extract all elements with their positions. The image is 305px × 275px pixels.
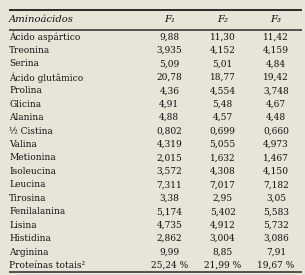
Text: Isoleucina: Isoleucina [9,167,56,176]
Text: 3,935: 3,935 [156,46,182,55]
Text: 5,48: 5,48 [213,100,233,109]
Text: Ácido aspártico: Ácido aspártico [9,32,81,42]
Text: 4,150: 4,150 [263,167,289,176]
Text: 9,99: 9,99 [159,248,179,257]
Text: 21,99 %: 21,99 % [204,261,241,270]
Text: 1,467: 1,467 [263,153,289,163]
Text: 4,152: 4,152 [210,46,235,55]
Text: 3,38: 3,38 [159,194,179,203]
Text: 0,660: 0,660 [263,126,289,136]
Text: Glicina: Glicina [9,100,41,109]
Text: 7,91: 7,91 [266,248,286,257]
Text: 4,84: 4,84 [266,59,286,68]
Text: 0,802: 0,802 [156,126,182,136]
Text: 19,42: 19,42 [263,73,289,82]
Text: 4,48: 4,48 [266,113,286,122]
Text: 3,004: 3,004 [210,234,235,243]
Text: 2,862: 2,862 [156,234,182,243]
Text: Histidina: Histidina [9,234,51,243]
Text: 3,05: 3,05 [266,194,286,203]
Text: Arginina: Arginina [9,248,49,257]
Text: 5,583: 5,583 [263,207,289,216]
Text: F₁: F₁ [164,15,175,24]
Text: 5,732: 5,732 [263,221,289,230]
Text: 4,91: 4,91 [159,100,179,109]
Text: 4,159: 4,159 [263,46,289,55]
Text: 5,01: 5,01 [213,59,233,68]
Text: Tirosina: Tirosina [9,194,47,203]
Text: F₂: F₂ [217,15,228,24]
Text: 7,017: 7,017 [210,180,235,189]
Text: 19,67 %: 19,67 % [257,261,295,270]
Text: 11,42: 11,42 [263,32,289,42]
Text: Metionina: Metionina [9,153,56,163]
Text: 4,973: 4,973 [263,140,289,149]
Text: Serina: Serina [9,59,39,68]
Text: 8,85: 8,85 [213,248,233,257]
Text: 0,699: 0,699 [210,126,235,136]
Text: 7,311: 7,311 [156,180,182,189]
Text: F₃: F₃ [271,15,282,24]
Text: 4,319: 4,319 [156,140,182,149]
Text: 3,748: 3,748 [263,86,289,95]
Text: Leucina: Leucina [9,180,46,189]
Text: 4,88: 4,88 [159,113,179,122]
Text: Prolina: Prolina [9,86,42,95]
Text: 5,055: 5,055 [210,140,236,149]
Text: 5,174: 5,174 [156,207,182,216]
Text: 9,88: 9,88 [159,32,179,42]
Text: 4,308: 4,308 [210,167,235,176]
Text: 3,572: 3,572 [156,167,182,176]
Text: 2,95: 2,95 [213,194,233,203]
Text: ½ Cistina: ½ Cistina [9,126,53,136]
Text: 25,24 %: 25,24 % [151,261,188,270]
Text: 5,402: 5,402 [210,207,235,216]
Text: 7,182: 7,182 [263,180,289,189]
Text: Ácido glutâmico: Ácido glutâmico [9,72,83,82]
Text: 2,015: 2,015 [156,153,182,163]
Text: 4,36: 4,36 [159,86,179,95]
Text: 5,09: 5,09 [159,59,179,68]
Text: 4,912: 4,912 [210,221,235,230]
Text: 4,57: 4,57 [213,113,233,122]
Text: 3,086: 3,086 [263,234,289,243]
Text: Fenilalanina: Fenilalanina [9,207,65,216]
Text: 18,77: 18,77 [210,73,235,82]
Text: 4,735: 4,735 [156,221,182,230]
Text: Proteínas totais²: Proteínas totais² [9,261,85,270]
Text: Lisina: Lisina [9,221,37,230]
Text: Treonina: Treonina [9,46,50,55]
Text: 20,78: 20,78 [156,73,182,82]
Text: Alanina: Alanina [9,113,44,122]
Text: Valina: Valina [9,140,37,149]
Text: Aminoácidos: Aminoácidos [9,15,74,24]
Text: 1,632: 1,632 [210,153,235,163]
Text: 11,30: 11,30 [210,32,235,42]
Text: 4,67: 4,67 [266,100,286,109]
Text: 4,554: 4,554 [210,86,236,95]
